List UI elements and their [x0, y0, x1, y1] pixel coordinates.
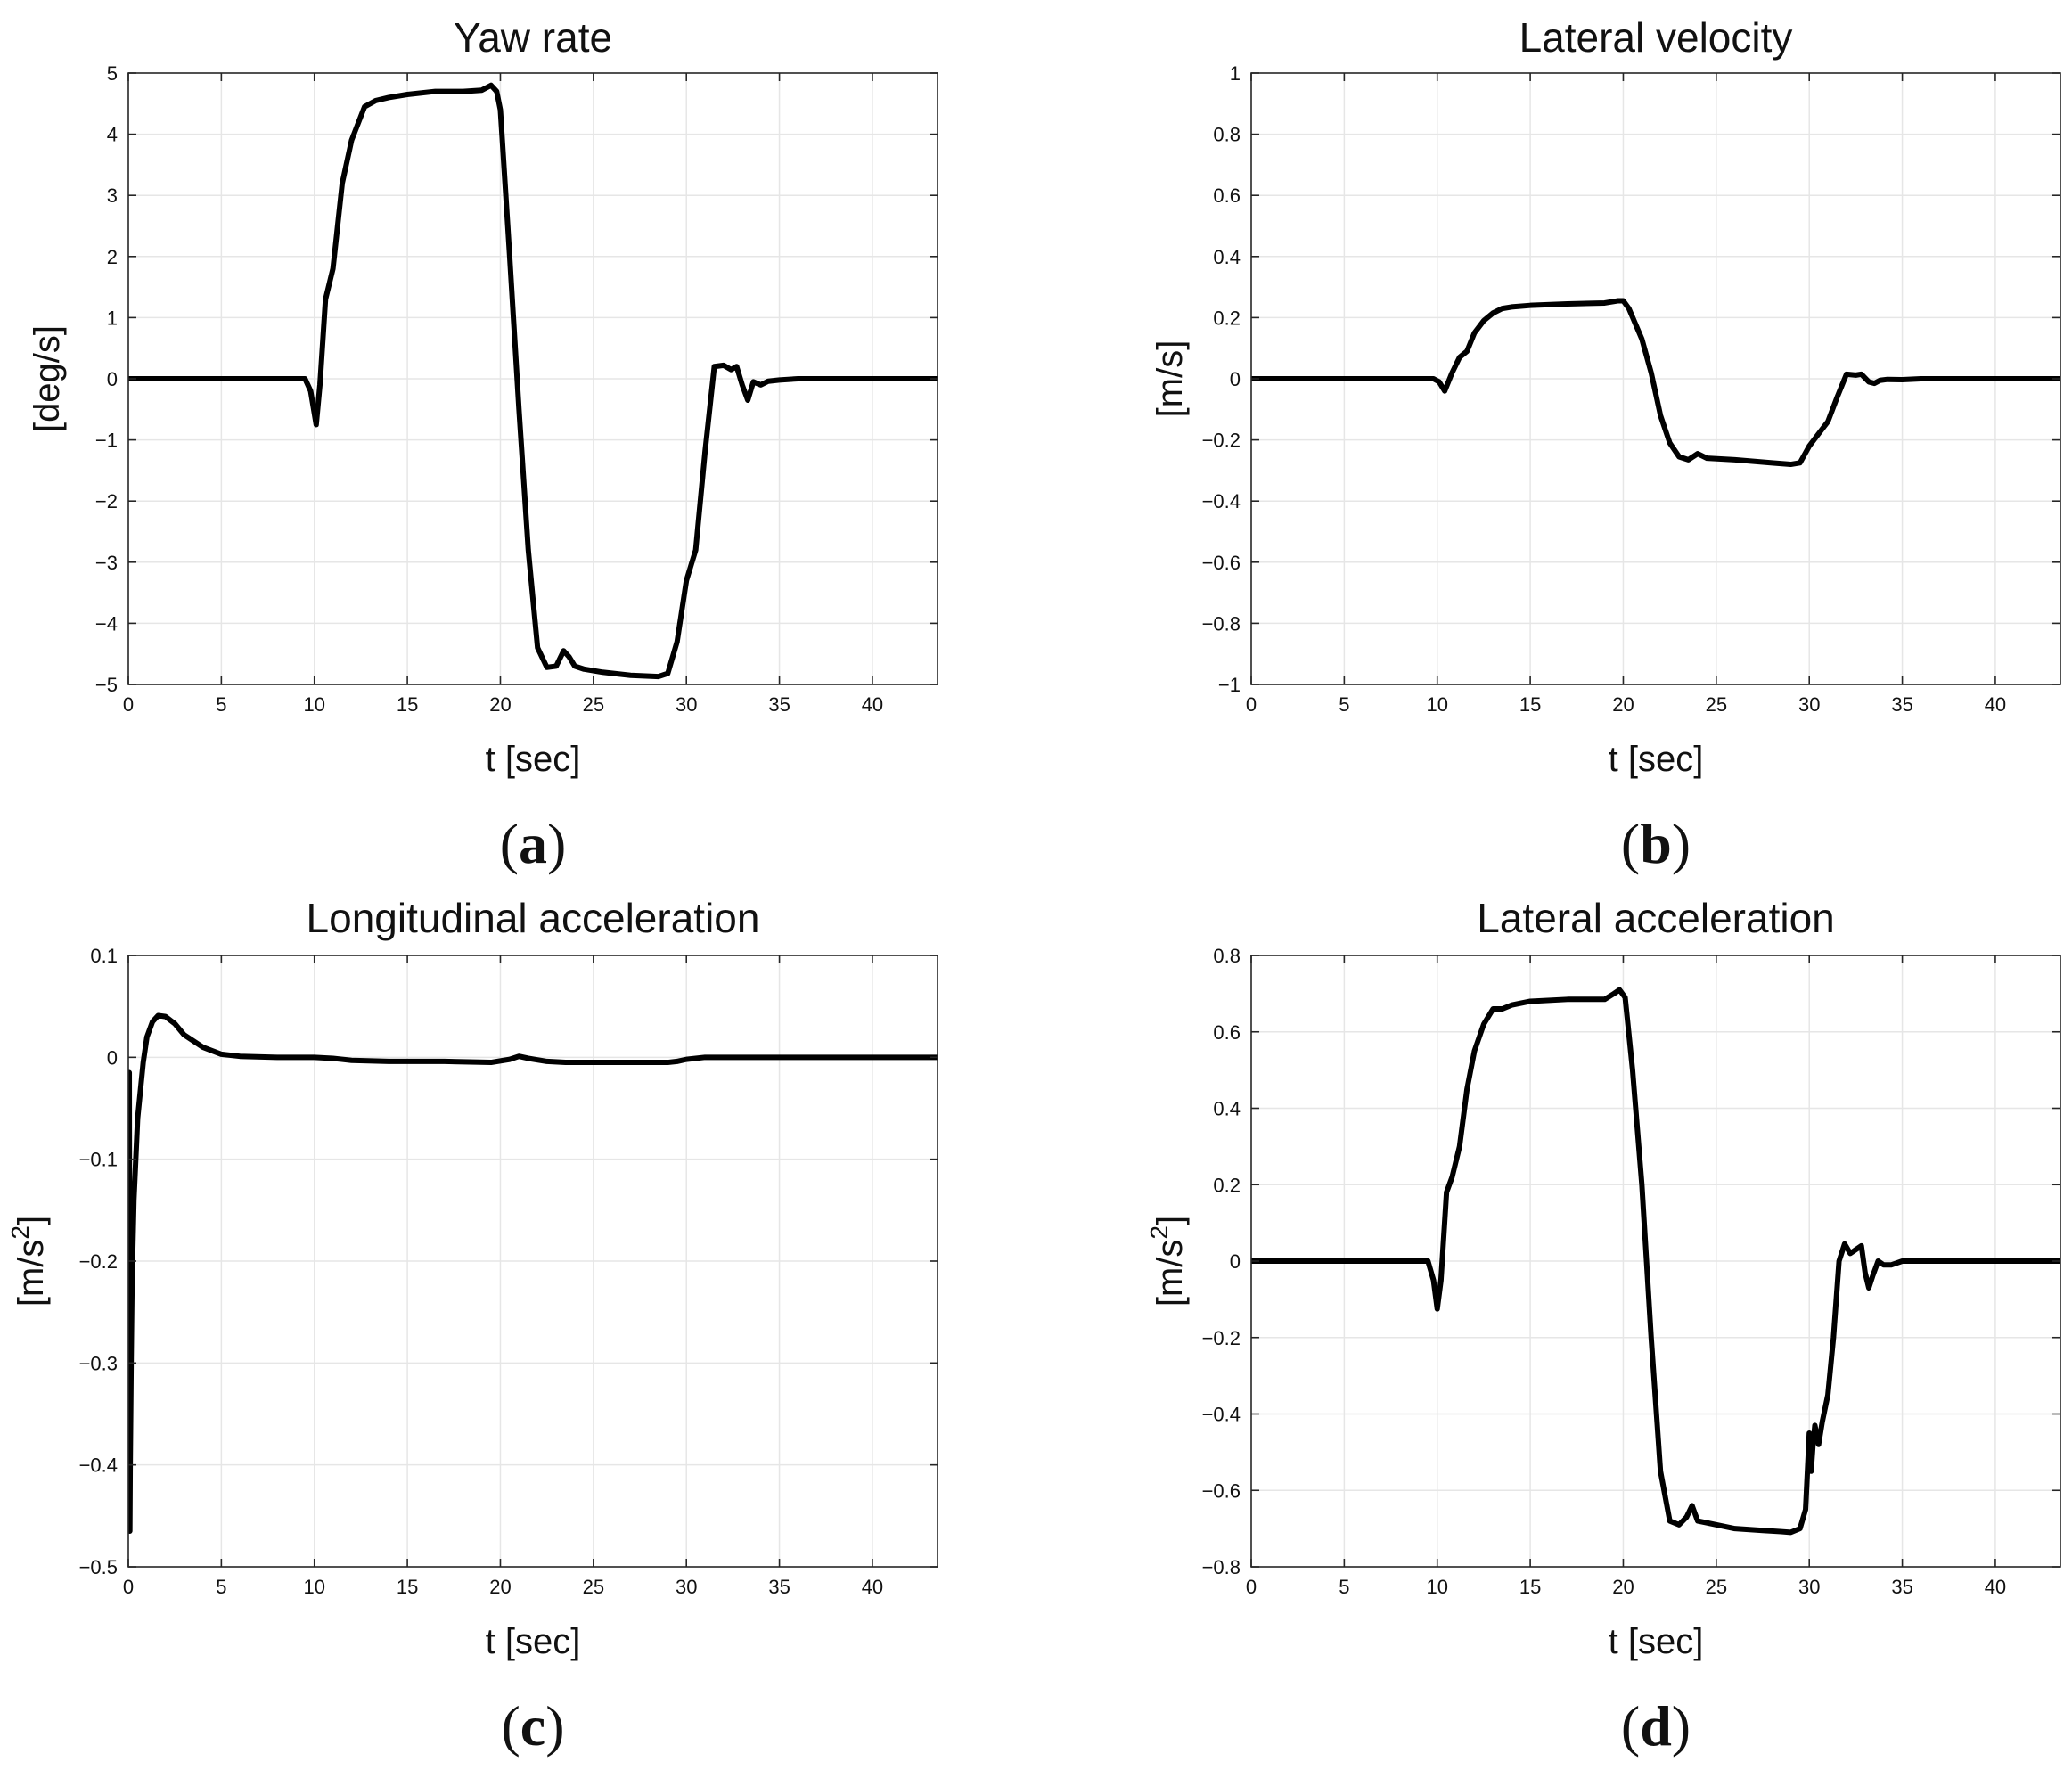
series-line-d-0	[1251, 987, 2060, 1536]
x-tick-label: 0	[123, 693, 134, 716]
y-tick-label: 0.6	[1213, 184, 1241, 207]
x-tick-label: 20	[1612, 693, 1634, 716]
y-tick-label: −0.5	[79, 1556, 118, 1578]
x-tick-label: 35	[1891, 1576, 1912, 1598]
x-axis-label: t [sec]	[1609, 1622, 1704, 1661]
x-tick-label: 15	[397, 693, 418, 716]
x-tick-label: 35	[1891, 693, 1912, 716]
x-tick-label: 15	[1519, 1576, 1541, 1598]
x-tick-label: 10	[303, 693, 324, 716]
x-tick-label: 5	[1339, 1576, 1349, 1598]
x-axis-label: t [sec]	[1609, 740, 1704, 779]
y-tick-label: −0.2	[1202, 1327, 1241, 1349]
y-tick-label: 0	[1230, 1250, 1241, 1273]
y-tick-label: 0.4	[1213, 1098, 1241, 1120]
x-tick-label: 20	[489, 693, 511, 716]
y-tick-label: −0.1	[79, 1149, 118, 1171]
chart-title: Lateral acceleration	[1477, 895, 1834, 941]
x-tick-label: 25	[1706, 1576, 1727, 1598]
y-tick-label: −1	[1218, 674, 1241, 696]
y-tick-label: 0	[1230, 368, 1241, 390]
x-tick-label: 15	[397, 1576, 418, 1598]
chart-title: Longitudinal acceleration	[307, 895, 760, 941]
y-tick-label: 0.8	[1213, 124, 1241, 146]
x-tick-label: 0	[1246, 1576, 1257, 1598]
y-axis-label: [deg/s]	[28, 325, 67, 432]
y-tick-label: 3	[107, 184, 118, 207]
panel-label: (c)	[501, 1694, 564, 1758]
x-tick-label: 0	[1246, 693, 1257, 716]
y-tick-label: 4	[107, 124, 118, 146]
panel-label: (d)	[1621, 1694, 1691, 1758]
y-tick-label: 2	[107, 246, 118, 268]
y-tick-label: −0.8	[1202, 1556, 1241, 1578]
y-axis-label: [m/s]	[1151, 340, 1190, 418]
y-tick-label: −0.4	[79, 1455, 118, 1477]
chart-b: 0 5 10 15 20 25 30 35 40 −1 −0.8 −0.6 −0.4 −0.2 0 0.2 0.…	[1151, 14, 2061, 875]
x-tick-label: 25	[583, 1576, 604, 1598]
chart-d: 0 5 10 15 20 25 30 35 40 −0.8 −0.6 −0.4 −0.2 0 0.2 0.4 0…	[1145, 895, 2061, 1758]
y-tick-label: −1	[95, 430, 118, 452]
y-tick-label: −0.2	[79, 1250, 118, 1273]
y-tick-label: 0	[107, 368, 118, 390]
y-tick-label: 0.8	[1213, 945, 1241, 967]
y-tick-label: −0.3	[79, 1352, 118, 1374]
y-tick-label: 1	[1230, 62, 1241, 85]
y-tick-label: −5	[95, 674, 118, 696]
x-tick-label: 15	[1519, 693, 1541, 716]
x-tick-label: 20	[1612, 1576, 1634, 1598]
series-line-a-0	[128, 82, 938, 680]
panel-label: (a)	[500, 812, 567, 875]
x-tick-label: 10	[1426, 693, 1447, 716]
y-tick-label: 5	[107, 62, 118, 85]
chart-a: 0 5 10 15 20 25 30 35 40 −5 −4 −3 −2 −1 0 1 2 3 4 5 Yaw rate…	[28, 14, 938, 875]
x-tick-label: 5	[216, 1576, 226, 1598]
y-tick-label: −2	[95, 490, 118, 512]
y-tick-label: 0.2	[1213, 307, 1241, 329]
x-tick-label: 25	[1706, 693, 1727, 716]
x-tick-label: 0	[123, 1576, 134, 1598]
series-line-b-0	[1251, 298, 2060, 468]
x-tick-label: 5	[216, 693, 226, 716]
x-tick-label: 20	[489, 1576, 511, 1598]
x-tick-label: 40	[862, 1576, 883, 1598]
y-axis-label: [m/s2]	[6, 1216, 51, 1307]
y-tick-label: −0.6	[1202, 552, 1241, 574]
x-tick-label: 25	[583, 693, 604, 716]
y-tick-label: 0.2	[1213, 1174, 1241, 1196]
x-tick-label: 35	[768, 693, 790, 716]
chart-c: 0 5 10 15 20 25 30 35 40 −0.5 −0.4 −0.3 −0.2 −0.1 0 0.1…	[6, 895, 938, 1758]
y-tick-label: −4	[95, 612, 118, 635]
x-axis-label: t [sec]	[486, 740, 581, 779]
y-tick-label: −0.6	[1202, 1479, 1241, 1502]
x-tick-label: 5	[1339, 693, 1349, 716]
chart-title: Lateral velocity	[1519, 14, 1793, 61]
series-line-c-0	[128, 1012, 938, 1534]
y-tick-label: 0.6	[1213, 1021, 1241, 1044]
y-tick-label: 0.4	[1213, 246, 1241, 268]
x-tick-label: 40	[862, 693, 883, 716]
y-tick-label: 0	[107, 1046, 118, 1069]
x-tick-label: 30	[1798, 693, 1820, 716]
x-tick-label: 30	[676, 1576, 697, 1598]
x-tick-label: 30	[676, 693, 697, 716]
x-tick-label: 40	[1985, 693, 2006, 716]
x-axis-label: t [sec]	[486, 1622, 581, 1661]
y-tick-label: −0.8	[1202, 612, 1241, 635]
x-tick-label: 30	[1798, 1576, 1820, 1598]
y-tick-label: −0.4	[1202, 1404, 1241, 1426]
x-tick-label: 10	[1426, 1576, 1447, 1598]
y-tick-label: −0.2	[1202, 430, 1241, 452]
x-tick-label: 35	[768, 1576, 790, 1598]
chart-title: Yaw rate	[454, 14, 612, 61]
panel-label: (b)	[1621, 812, 1691, 875]
y-tick-label: −3	[95, 552, 118, 574]
y-tick-label: 1	[107, 307, 118, 329]
y-axis-label: [m/s2]	[1145, 1216, 1190, 1307]
x-tick-label: 10	[303, 1576, 324, 1598]
y-tick-label: −0.4	[1202, 490, 1241, 512]
x-tick-label: 40	[1985, 1576, 2006, 1598]
y-tick-label: 0.1	[90, 945, 118, 967]
